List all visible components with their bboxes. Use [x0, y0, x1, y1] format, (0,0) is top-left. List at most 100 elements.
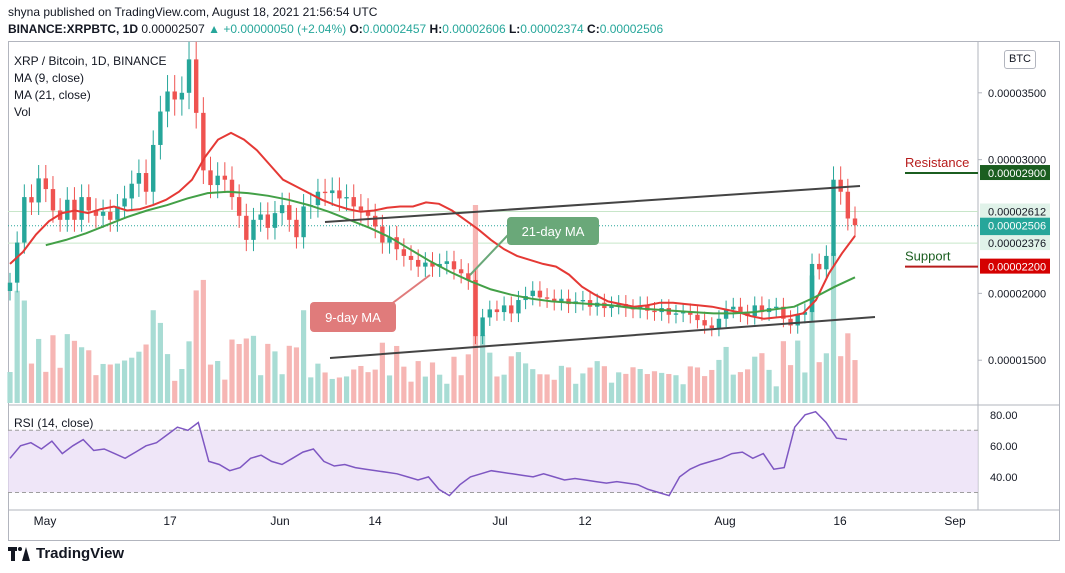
candle-body — [344, 197, 349, 199]
volume-bar — [838, 356, 844, 403]
candle-body — [236, 197, 242, 216]
candle-body — [100, 211, 106, 216]
volume-bar — [207, 364, 214, 403]
candle-body — [809, 263, 815, 313]
volume-bar — [107, 364, 113, 403]
volume-bar — [830, 253, 837, 403]
candle-body — [688, 312, 693, 315]
volume-bar — [408, 381, 414, 403]
candle-body — [172, 91, 177, 100]
volume-bar — [422, 376, 428, 403]
rsi-tick-label: 80.00 — [990, 410, 1018, 422]
price-tag — [980, 258, 1050, 274]
volume-bar — [565, 367, 572, 403]
volume-bar — [816, 362, 822, 403]
volume-bar — [451, 356, 457, 403]
volume-bar — [437, 374, 443, 403]
volume-bar — [243, 338, 249, 403]
candle-body — [136, 173, 142, 184]
candle-body — [530, 290, 535, 297]
volume-bar — [594, 361, 600, 403]
volume-bar — [301, 310, 307, 403]
volume-bar — [673, 375, 679, 403]
volume-bar — [494, 376, 500, 403]
volume-bar — [343, 376, 350, 403]
volume-bar — [308, 377, 314, 403]
candle-body — [229, 179, 235, 198]
candle-body — [566, 298, 571, 305]
time-tick-label: Aug — [714, 514, 735, 528]
open-label: O: — [349, 22, 363, 36]
candle-body — [816, 263, 822, 270]
candle-body — [158, 111, 163, 145]
candle-body — [14, 242, 20, 283]
candle-body — [680, 312, 686, 314]
price-tag-label: 0.00002506 — [988, 221, 1046, 233]
volume-bar — [666, 373, 672, 403]
volume-bar — [766, 369, 772, 403]
volume-bar — [293, 347, 300, 403]
volume-bar — [93, 375, 99, 403]
price-tag-label: 0.00002200 — [988, 262, 1046, 274]
legend-title: XRP / Bitcoin, 1D, BINANCE — [14, 54, 167, 68]
candle-body — [716, 318, 722, 329]
rsi-tick-label: 40.00 — [990, 472, 1018, 484]
candle-body — [401, 249, 407, 256]
candle-body — [709, 325, 714, 329]
volume-bar — [802, 372, 808, 403]
candle-body — [580, 300, 586, 302]
ma9-callout-text: 9-day MA — [325, 310, 381, 325]
volume-bar — [21, 300, 27, 403]
time-tick-label: May — [34, 514, 57, 528]
candle-body — [179, 92, 185, 100]
volume-bar — [86, 350, 92, 403]
lower-trendline — [329, 316, 876, 359]
candle-body — [129, 183, 134, 199]
volume-bar — [608, 382, 615, 403]
candle-body — [731, 306, 736, 310]
candle-body — [7, 282, 13, 292]
volume-bar — [429, 362, 436, 403]
volume-bar — [193, 290, 199, 403]
candle-body — [358, 206, 364, 211]
time-tick-label: Jul — [492, 514, 507, 528]
price-tag — [980, 203, 1050, 219]
close-value: 0.00002506 — [599, 22, 664, 36]
candle-body — [695, 314, 700, 321]
candle-body — [50, 189, 56, 211]
change-arrow-icon: ▲ — [208, 22, 220, 36]
ma9-callout — [310, 302, 396, 332]
candle-body — [215, 175, 220, 186]
volume-bar — [129, 357, 135, 403]
symbol-name: BINANCE:XRPBTC, 1D — [8, 22, 139, 36]
volume-bar — [522, 363, 529, 403]
high-value: 0.00002606 — [442, 22, 506, 36]
candle-body — [774, 306, 779, 309]
candle-body — [330, 190, 335, 194]
rsi-tick-label: 60.00 — [990, 441, 1018, 453]
candle-body — [193, 59, 199, 113]
volume-bar — [780, 341, 786, 403]
candle-body — [373, 215, 378, 227]
ma9-line — [9, 131, 856, 320]
candle-body — [287, 205, 292, 220]
price-tick-label: 0.00002000 — [988, 288, 1046, 300]
volume-bar — [823, 353, 829, 403]
volume-bar — [365, 372, 371, 403]
volume-bar — [250, 335, 257, 403]
volume-bar — [172, 380, 178, 403]
volume-bar — [7, 372, 13, 403]
candle-body — [752, 305, 757, 317]
open-value: 0.00002457 — [362, 22, 427, 36]
low-value: 0.00002374 — [520, 22, 584, 36]
volume-bar — [465, 354, 471, 403]
candle-body — [616, 304, 621, 306]
resistance-label: Resistance — [905, 155, 969, 170]
currency-button[interactable]: BTC — [1004, 50, 1036, 69]
volume-bar — [709, 369, 715, 403]
candle-body — [244, 215, 249, 240]
candle-body — [738, 306, 743, 314]
volume-bar — [351, 369, 357, 403]
candle-body — [351, 197, 356, 207]
